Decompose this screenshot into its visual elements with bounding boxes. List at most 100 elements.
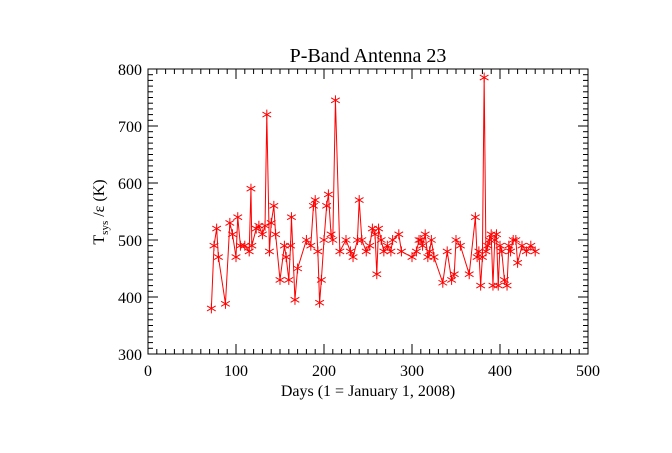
data-point-asterisk [426, 235, 436, 245]
y-tick-label: 400 [118, 290, 142, 307]
data-point-asterisk [442, 246, 452, 257]
data-point-asterisk [260, 220, 270, 231]
data-point-asterisk [417, 240, 428, 251]
data-point-asterisk [279, 240, 289, 251]
data-point-asterisk [225, 217, 235, 228]
y-axis-label: Tsys /ε (K) [91, 179, 111, 244]
data-point-asterisk [455, 240, 465, 251]
data-point-asterisk [394, 229, 404, 240]
data-point-asterisk [483, 240, 493, 251]
data-point-asterisk [262, 109, 272, 120]
data-point-asterisk [315, 297, 325, 308]
data-point-asterisk [411, 246, 421, 257]
data-point-asterisk [306, 240, 316, 251]
data-point-asterisk [293, 263, 303, 274]
data-point-asterisk [231, 252, 241, 263]
data-point-asterisk [220, 298, 231, 309]
x-tick-label: 0 [144, 363, 152, 380]
data-point-asterisk [352, 235, 363, 245]
data-point-asterisk [213, 252, 223, 263]
x-tick-label: 500 [576, 363, 600, 380]
data-point-asterisk [212, 223, 222, 234]
data-point-asterisk [247, 240, 257, 251]
x-tick-label: 200 [312, 363, 336, 380]
data-point-asterisk [490, 235, 500, 245]
data-point-asterisk [271, 229, 281, 240]
data-point-asterisk [464, 269, 474, 280]
data-point-asterisk [308, 200, 319, 211]
data-point-asterisk [227, 229, 238, 240]
x-tick-label: 400 [488, 363, 512, 380]
data-point-asterisk [511, 235, 521, 245]
y-tick-label: 600 [118, 176, 142, 193]
data-point-asterisk [396, 246, 407, 257]
data-point-asterisk [472, 252, 482, 263]
data-point-asterisk [285, 240, 296, 251]
data-point-asterisk [330, 95, 341, 106]
data-point-asterisk [290, 294, 300, 305]
data-point-asterisk [269, 200, 279, 211]
data-point-asterisk [323, 189, 333, 200]
data-point-asterisk [530, 246, 540, 257]
data-point-asterisk [493, 280, 503, 291]
data-point-asterisk [316, 274, 326, 285]
data-point-asterisk [497, 246, 507, 257]
data-point-asterisk [348, 252, 358, 263]
data-point-asterisk [266, 217, 276, 228]
data-point-asterisk [513, 257, 523, 268]
data-point-asterisk [365, 240, 375, 251]
data-point-asterisk [481, 246, 491, 257]
data-point-asterisk [479, 72, 489, 83]
data-point-asterisk [476, 280, 486, 291]
data-point-asterisk [470, 212, 480, 223]
data-point-asterisk [257, 229, 267, 240]
data-point-asterisk [376, 235, 386, 245]
data-point-asterisk [373, 223, 384, 234]
data-point-asterisk [505, 246, 516, 257]
series-polyline [210, 77, 536, 309]
data-point-asterisk [313, 246, 323, 257]
plot-frame [147, 68, 589, 355]
data-point-asterisk [449, 269, 459, 280]
data-point-asterisk [264, 246, 275, 257]
data-point-asterisk [388, 235, 398, 245]
x-tick-label: 300 [400, 363, 424, 380]
data-point-asterisk [209, 240, 219, 251]
data-point-asterisk [310, 195, 320, 206]
data-point-asterisk [357, 235, 367, 245]
data-point-asterisk [275, 274, 285, 285]
y-tick-label: 500 [118, 233, 142, 250]
data-point-asterisk [233, 212, 243, 223]
data-point-asterisk [423, 252, 433, 263]
data-point-asterisk [235, 240, 245, 251]
data-point-asterisk [502, 280, 512, 291]
data-point-asterisk [322, 200, 332, 211]
data-point-asterisk [284, 274, 294, 285]
data-point-asterisk [319, 235, 329, 245]
data-point-asterisk [429, 252, 439, 263]
data-point-asterisk [354, 195, 364, 206]
data-point-asterisk [386, 246, 396, 257]
x-tick-label: 100 [224, 363, 248, 380]
data-point-asterisk [281, 252, 291, 263]
data-point-asterisk [495, 240, 505, 251]
data-point-asterisk [438, 277, 448, 288]
data-point-asterisk [328, 235, 338, 245]
tick-labels: 0 100 200 300 400 500 300 400 500 600 700 800 [118, 62, 600, 380]
data-point-asterisk [335, 246, 345, 257]
axis-ticks [147, 68, 589, 355]
x-axis-label: Days (1 = January 1, 2008) [281, 383, 455, 400]
data-point-asterisk [286, 212, 297, 223]
data-point-asterisk [341, 235, 351, 245]
series-line [206, 72, 540, 314]
data-point-asterisk [372, 269, 382, 280]
data-point-asterisk [246, 183, 256, 194]
data-point-asterisk [491, 229, 502, 240]
y-tick-label: 300 [118, 347, 142, 364]
data-point-asterisk [420, 229, 430, 240]
data-point-asterisk [326, 229, 336, 240]
y-tick-label: 800 [118, 62, 142, 79]
data-point-asterisk [488, 280, 498, 291]
y-tick-label: 700 [118, 119, 142, 136]
